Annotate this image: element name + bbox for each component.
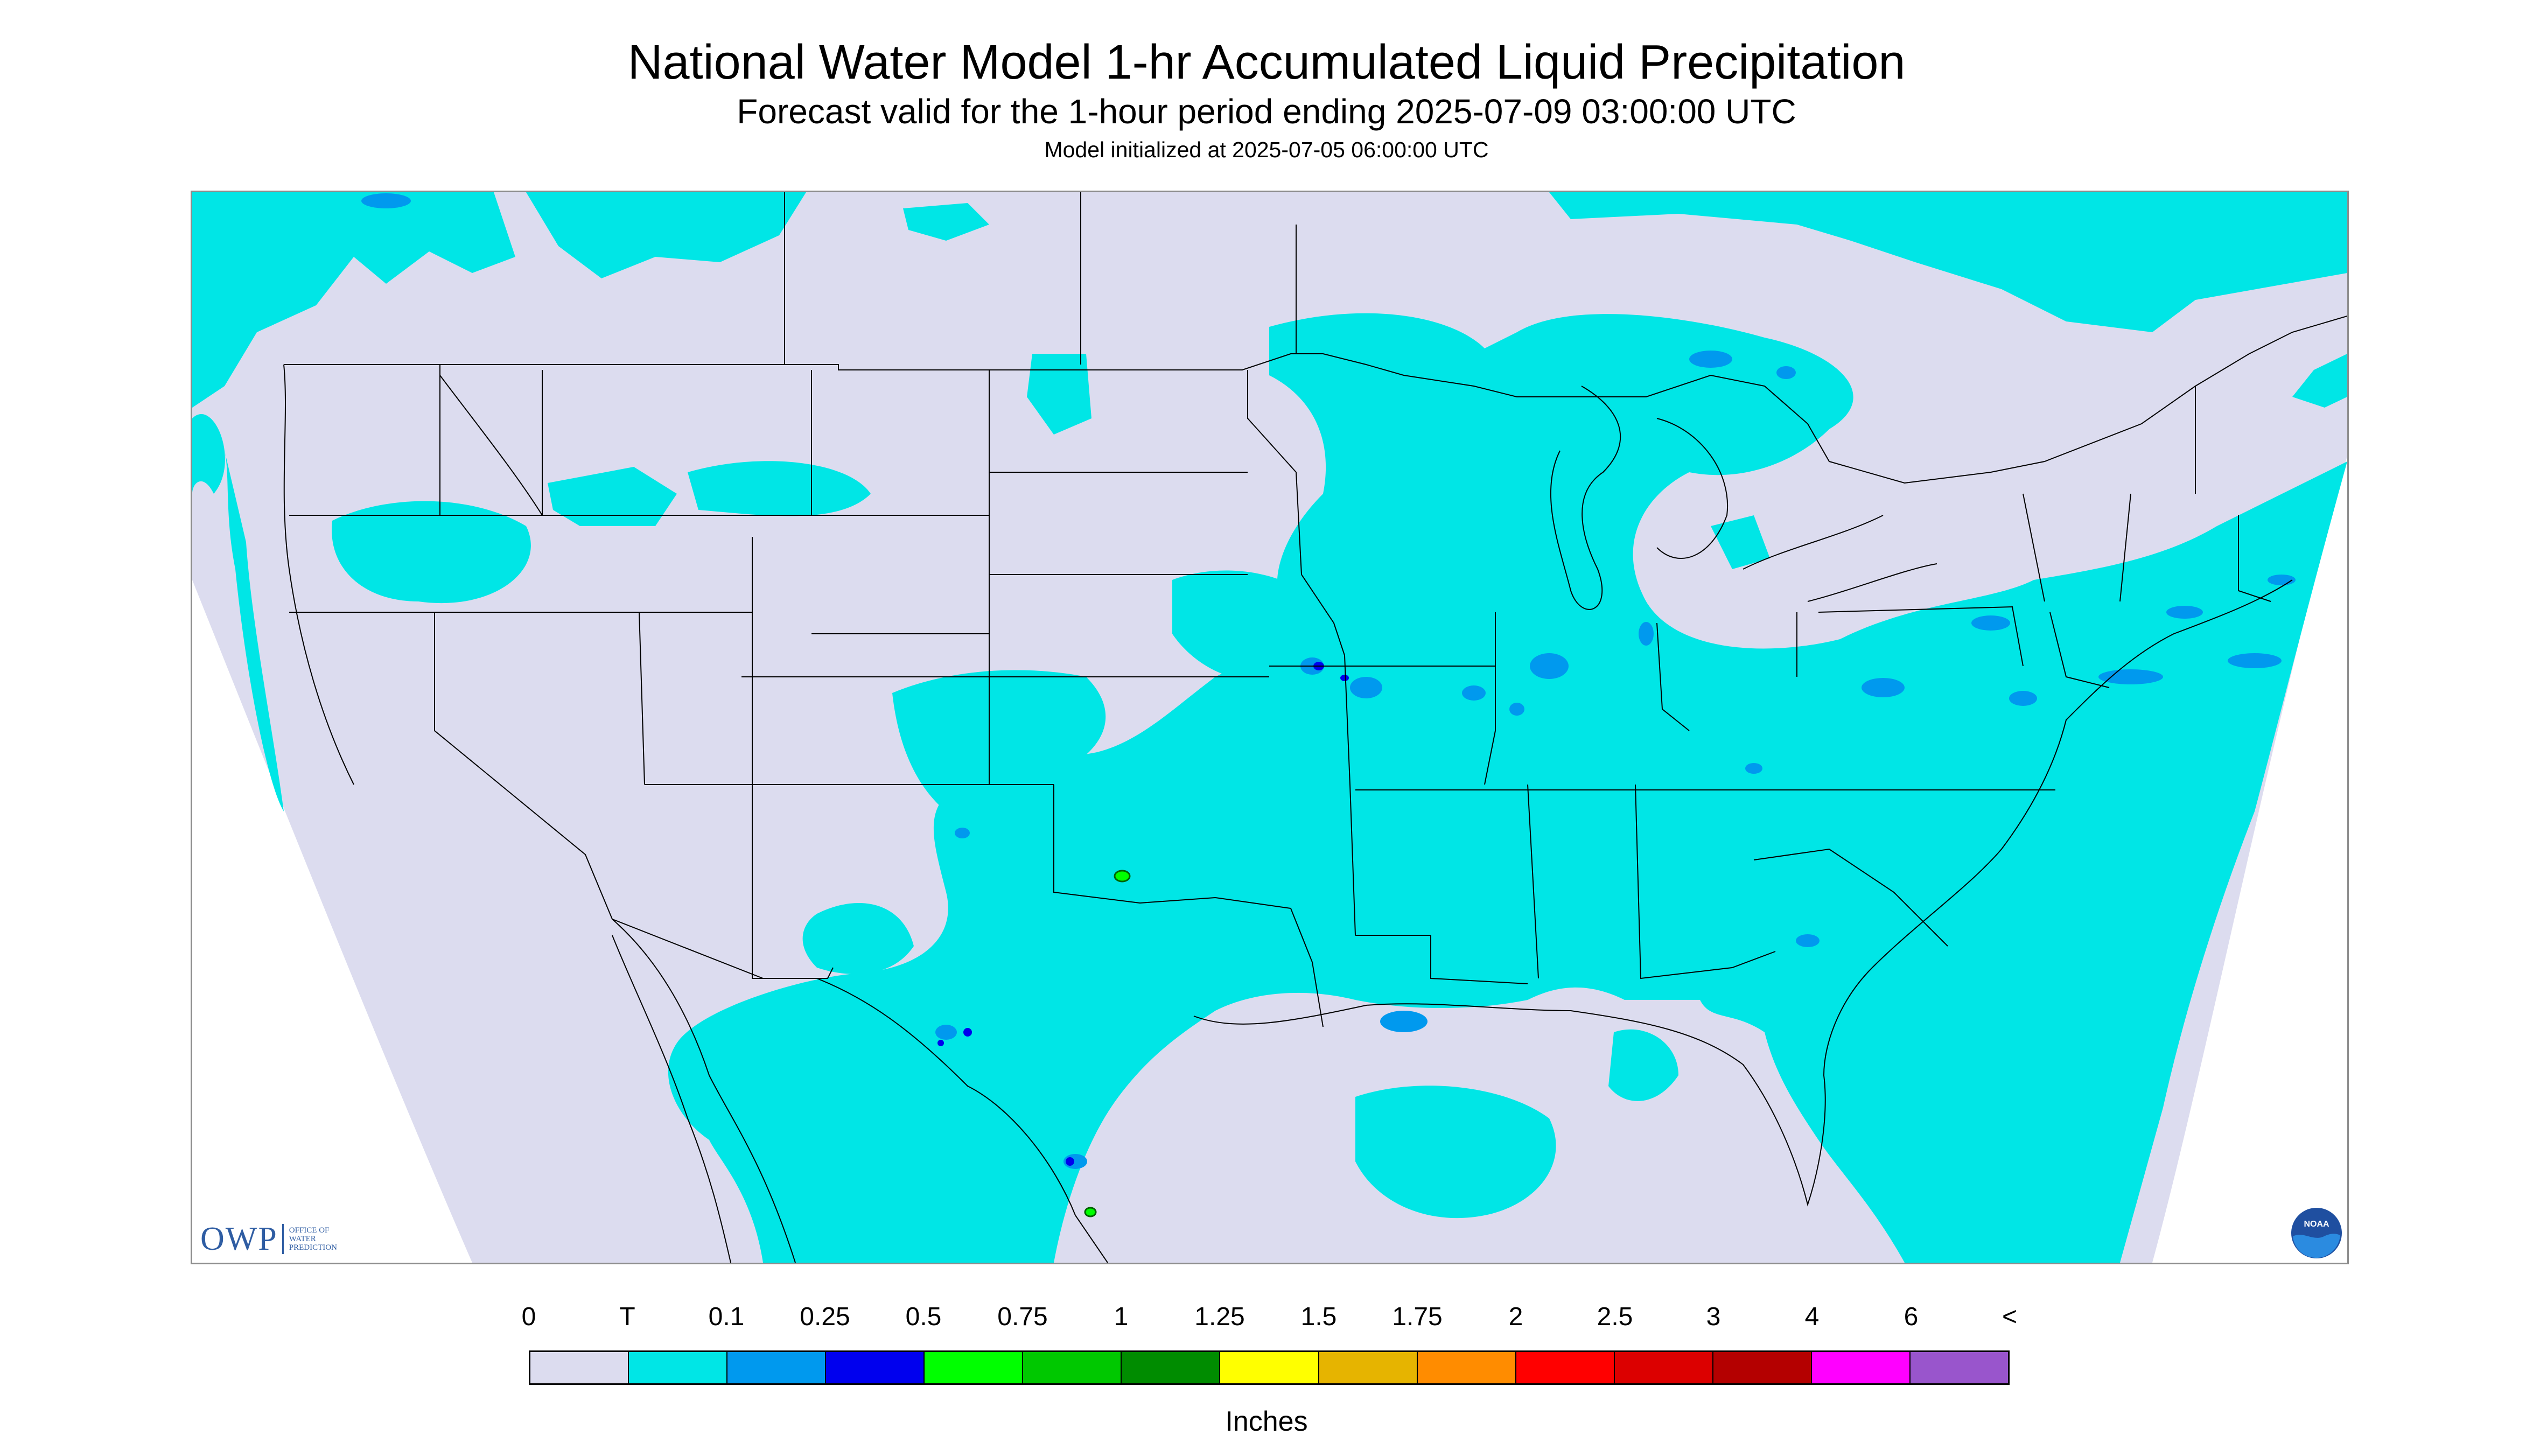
legend-swatch <box>1220 1352 1319 1383</box>
legend-label: 1.5 <box>1300 1303 1337 1331</box>
legend-label: 2 <box>1508 1303 1523 1331</box>
precip-green-cells <box>1084 870 1131 1217</box>
legend-label: 3 <box>1706 1303 1721 1331</box>
map-canvas <box>192 192 2347 1263</box>
legend-swatch <box>1713 1352 1812 1383</box>
forecast-valid-subtitle: Forecast valid for the 1-hour period end… <box>737 92 1796 131</box>
map-title: National Water Model 1-hr Accumulated Li… <box>627 36 1906 89</box>
legend-label: 1 <box>1114 1303 1129 1331</box>
precipitation-map[interactable] <box>191 191 2349 1264</box>
legend-labels: 0 T 0.1 0.25 0.5 0.75 1 1.25 1.5 1.75 2 … <box>0 1302 2533 1334</box>
legend-label: T <box>619 1303 635 1331</box>
legend-units: Inches <box>1225 1406 1308 1437</box>
legend-swatch <box>1516 1352 1615 1383</box>
legend-swatch <box>1614 1352 1713 1383</box>
owp-logo-subtext: OFFICE OF WATER PREDICTION <box>289 1226 337 1252</box>
legend-label: 0.1 <box>708 1303 745 1331</box>
owp-logo: OWP OFFICE OF WATER PREDICTION <box>200 1221 337 1257</box>
legend-swatch <box>1122 1352 1221 1383</box>
legend-label: 0.5 <box>905 1303 942 1331</box>
legend-label: 0.75 <box>997 1303 1048 1331</box>
owp-logo-line3: PREDICTION <box>289 1243 337 1252</box>
legend-label: 6 <box>1904 1303 1919 1331</box>
legend-label: 0.25 <box>800 1303 850 1331</box>
legend-swatch <box>826 1352 925 1383</box>
owp-logo-divider <box>282 1224 284 1254</box>
legend-label: 2.5 <box>1597 1303 1633 1331</box>
legend-swatch <box>1417 1352 1516 1383</box>
legend-label: 1.75 <box>1392 1303 1443 1331</box>
legend-swatch <box>925 1352 1024 1383</box>
model-init-text: Model initialized at 2025-07-05 06:00:00… <box>1044 137 1489 162</box>
legend-swatch <box>1023 1352 1122 1383</box>
legend-label: 0 <box>521 1303 536 1331</box>
owp-logo-letters: OWP <box>200 1220 278 1257</box>
owp-logo-line1: OFFICE OF <box>289 1226 330 1235</box>
legend-swatch <box>1811 1352 1911 1383</box>
color-scale-bar <box>529 1350 2010 1385</box>
precip-trace-areas <box>192 192 2347 1263</box>
legend-swatch <box>629 1352 728 1383</box>
legend-label: < <box>2002 1303 2018 1331</box>
political-boundaries <box>283 192 2347 1263</box>
legend-swatch <box>1319 1352 1418 1383</box>
legend-swatch <box>530 1352 629 1383</box>
legend-label: 4 <box>1804 1303 1820 1331</box>
legend-swatch <box>1910 1352 2008 1383</box>
noaa-logo-text: NOAA <box>2304 1220 2329 1229</box>
legend-label: 1.25 <box>1194 1303 1245 1331</box>
owp-logo-line2: WATER <box>289 1235 316 1243</box>
noaa-logo: NOAA <box>2290 1207 2343 1259</box>
precip-light-blue <box>361 193 2296 1169</box>
precip-blue-cores <box>937 662 1349 1166</box>
legend-swatch <box>727 1352 827 1383</box>
